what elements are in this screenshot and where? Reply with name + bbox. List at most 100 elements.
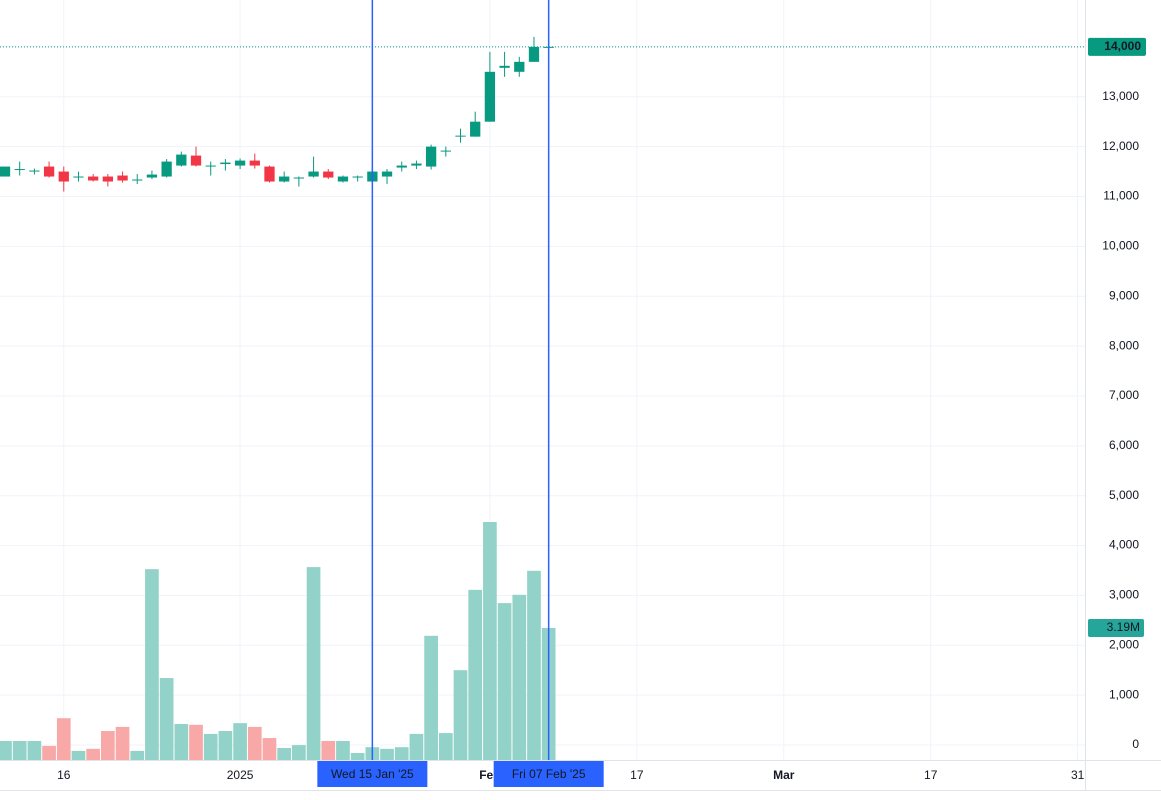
candle-body [455,135,466,137]
candle-body [73,176,84,178]
volume-bar [71,750,86,760]
marker-box [317,761,428,787]
marker-box [493,761,604,787]
volume-bar [115,726,130,760]
candle-body [190,155,202,166]
volume-bar [468,589,483,760]
candle-body [279,176,290,182]
volume-bar [527,570,541,760]
volume-bar [438,733,453,760]
volume-bar [159,678,174,760]
volume-bar [409,733,424,760]
candle-body [323,171,334,178]
marker-label: Fri 07 Feb '25 [512,767,586,781]
volume-bar [380,748,394,760]
y-tick-label: 7,000 [1109,388,1139,402]
volume-bar [174,723,189,760]
y-tick-label: 3,000 [1109,588,1139,602]
y-tick-label: 5,000 [1109,488,1139,502]
x-tick-label: 17 [924,768,938,782]
y-tick-label: 10,000 [1102,239,1139,253]
candle-body [352,176,363,178]
candle-body [161,161,172,177]
volume-bar [336,740,350,760]
volume-bar [42,745,56,760]
volume-bar [292,745,306,760]
volume-bar [306,567,321,760]
volume-bar [0,740,12,760]
candle-body [14,169,25,171]
candle-body [293,177,305,179]
candle-body [43,166,55,177]
y-tick-label: 11,000 [1103,189,1139,203]
marker-label: Wed 15 Jan '25 [331,767,414,781]
y-tick-label: 4,000 [1109,538,1139,552]
volume-bar [86,748,101,760]
y-tick-label: 0 [1132,737,1139,751]
candle-body [381,171,393,177]
volume-bar [12,740,27,760]
candle-body [220,162,231,165]
volume-bar [247,726,262,760]
volume-bar [218,731,233,760]
volume-bar [145,569,159,760]
candle-body [102,176,113,182]
candle-body [440,150,451,152]
candle-body [337,176,349,182]
candle-body [308,171,319,177]
volume-bar [262,738,277,760]
volume-bar [130,750,145,760]
candle-body [499,65,510,68]
volume-bar [56,718,71,760]
candle-body [205,165,216,167]
volume-bar [424,635,438,760]
volume-bar [101,731,115,760]
x-tick-label: 31 [1071,768,1085,782]
x-tick-label: 16 [57,768,71,782]
candle-body [514,61,525,72]
y-tick-label: 13,000 [1102,89,1139,103]
candle-body [176,154,187,166]
last-price-box [1088,37,1146,56]
volume-bar [277,747,292,760]
y-tick-label: 2,000 [1109,637,1139,651]
volume-bar [512,594,527,760]
candle-body [470,121,481,137]
candle-body [528,46,540,62]
volume-bar [27,740,42,760]
candle-body [411,163,422,166]
y-tick-label: 12,000 [1102,139,1139,153]
candle-body [249,160,260,166]
candle-body [396,165,407,168]
x-tick-label: 2025 [227,768,254,782]
candle-body [117,175,128,181]
last-price-label: 14,000 [1104,39,1141,53]
candle-body [484,71,496,122]
candle-body [425,146,437,167]
volume-bar [350,752,365,760]
candle-body [132,179,143,181]
candle-body [234,160,246,166]
y-tick-label: 1,000 [1109,687,1139,701]
y-tick-label: 9,000 [1109,288,1139,302]
volume-bar [321,740,336,760]
volume-bar [483,521,497,760]
volume-bar [233,723,247,760]
volume-bar [394,747,409,760]
candle-body [146,174,158,178]
x-tick-label: Mar [773,768,795,782]
candle-body [264,166,275,182]
volume-bar [203,733,218,760]
last-volume-box [1088,618,1144,637]
candle-body [58,171,69,182]
y-tick-label: 6,000 [1109,438,1139,452]
candle-body [88,176,99,181]
y-tick-label: 8,000 [1109,338,1139,352]
candle-body [29,170,40,172]
x-tick-label: 17 [630,768,644,782]
volume-bar [189,724,203,760]
volume-bar [453,670,468,760]
last-volume-label: 3.19M [1107,620,1140,634]
